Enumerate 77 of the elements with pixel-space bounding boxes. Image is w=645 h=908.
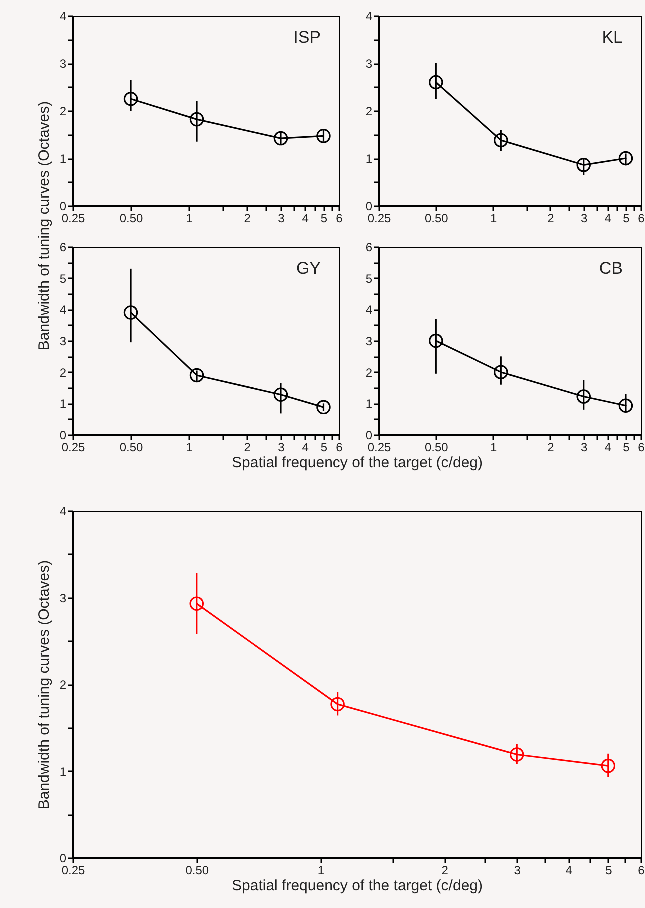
x-tick-label: 2	[244, 440, 252, 454]
text: GY	[296, 259, 321, 278]
y-tick-label: 4	[60, 10, 67, 24]
y-tick-label: 1	[60, 764, 67, 779]
y-tick-label: 4	[60, 303, 67, 318]
y-tick-label: 1	[366, 152, 373, 166]
y-tick-label: 0	[60, 428, 67, 442]
y-axis-title: Bandwidth of tuning curves (Octaves)	[36, 101, 53, 351]
x-tick-label: 5	[320, 212, 328, 226]
y-tick-label: 2	[60, 678, 67, 692]
x-tick-label: 3	[581, 440, 588, 454]
x-tick-label: 2	[244, 212, 252, 226]
x-tick-label: 0.25	[368, 212, 392, 226]
y-tick-label: 6	[366, 240, 373, 254]
y-tick-label: 0	[366, 428, 373, 442]
x-tick-label: 6	[336, 212, 344, 226]
y-tick-label: 5	[60, 272, 67, 286]
x-tick-label: 2	[548, 212, 555, 226]
x-tick-label: 0.25	[62, 440, 86, 454]
y-tick-label: 3	[366, 57, 373, 71]
y-tick-label: 0	[60, 852, 67, 866]
y-tick-label: 4	[366, 10, 373, 24]
x-tick-label: 1	[186, 212, 194, 226]
y-tick-label: 5	[366, 272, 373, 286]
x-tick-label: 1	[318, 864, 325, 878]
x-tick-label: 5	[623, 440, 630, 454]
y-tick-label: 3	[60, 334, 67, 348]
y-tick-label: 1	[60, 397, 67, 412]
x-tick-label: 5	[320, 440, 328, 454]
text: KL	[602, 28, 623, 47]
x-tick-label: 3	[278, 440, 286, 454]
x-tick-label: 0.50	[120, 212, 144, 226]
x-tick-label: 0.50	[424, 440, 449, 454]
x-axis-title: Spatial frequency of the target (c/deg)	[232, 454, 483, 472]
x-tick-label: 1	[490, 212, 498, 226]
x-tick-label: 4	[604, 440, 612, 454]
x-tick-label: 6	[638, 864, 645, 878]
x-tick-label: 2	[548, 440, 555, 454]
y-tick-label: 1	[366, 397, 373, 412]
x-tick-label: 2	[442, 864, 449, 878]
y-tick-label: 3	[366, 334, 373, 348]
x-tick-label: 0.50	[186, 864, 210, 878]
y-tick-label: 2	[60, 104, 67, 118]
y-tick-label: 2	[60, 366, 67, 380]
x-tick-label: 1	[490, 440, 498, 454]
x-tick-label: 5	[606, 864, 613, 878]
y-axis-title: Bandwidth of tuning curves (Octaves)	[36, 560, 53, 810]
y-tick-label: 3	[60, 57, 67, 71]
x-tick-label: 6	[336, 440, 344, 454]
x-tick-label: 4	[566, 864, 573, 878]
text: CB	[599, 259, 623, 278]
x-tick-label: 0.50	[120, 440, 144, 454]
x-tick-label: 0.25	[62, 212, 86, 226]
y-tick-label: 1	[60, 152, 67, 166]
x-tick-label: 4	[604, 212, 612, 226]
x-tick-label: 6	[638, 212, 645, 226]
y-tick-label: 6	[60, 240, 67, 254]
x-tick-label: 3	[514, 864, 522, 878]
x-tick-label: 6	[638, 440, 645, 454]
y-tick-label: 0	[60, 200, 67, 214]
text: ISP	[294, 28, 321, 47]
x-axis-title: Spatial frequency of the target (c/deg)	[232, 878, 483, 894]
y-tick-label: 3	[60, 591, 67, 606]
y-tick-label: 4	[366, 303, 373, 318]
x-tick-label: 3	[278, 212, 286, 226]
x-tick-label: 0.50	[424, 212, 449, 226]
x-tick-label: 3	[581, 212, 588, 226]
x-tick-label: 5	[623, 212, 630, 226]
y-tick-label: 4	[60, 504, 67, 518]
x-tick-label: 4	[302, 440, 310, 454]
y-tick-label: 2	[366, 366, 373, 380]
x-tick-label: 0.25	[368, 440, 392, 454]
y-tick-label: 0	[366, 200, 373, 214]
x-tick-label: 0.25	[62, 864, 86, 878]
x-tick-label: 1	[186, 440, 194, 454]
y-tick-label: 2	[366, 104, 373, 118]
x-tick-label: 4	[302, 212, 310, 226]
